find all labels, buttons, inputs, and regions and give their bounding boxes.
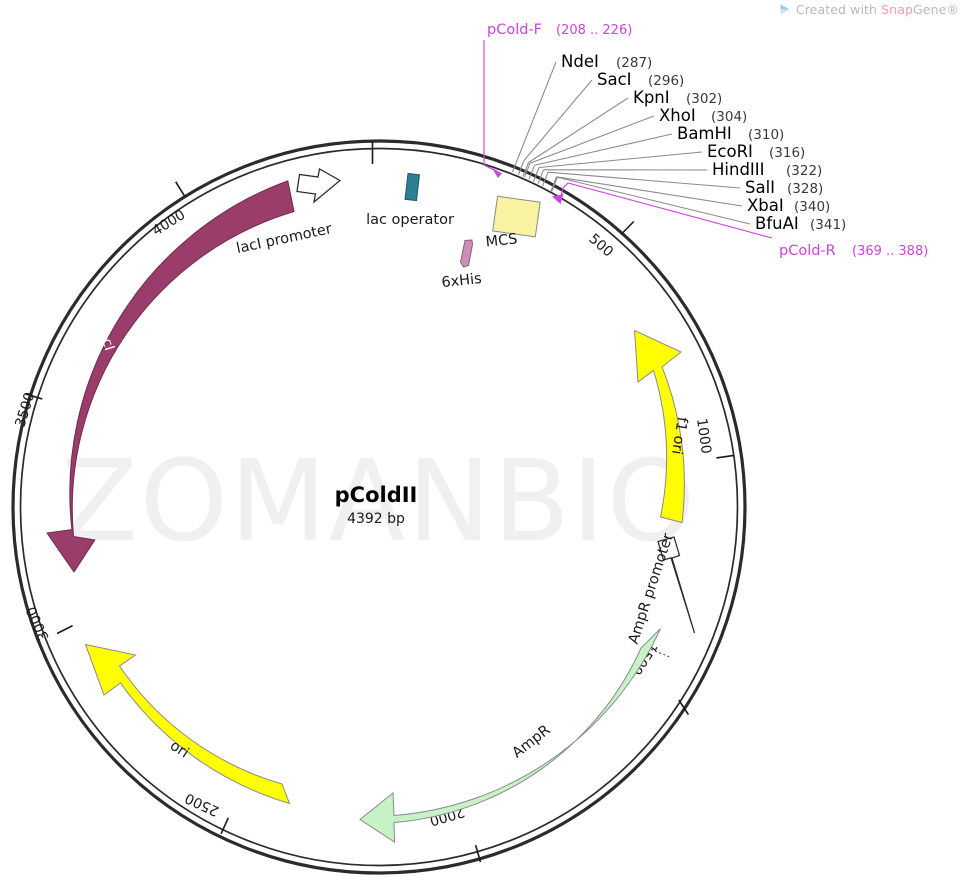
tick-label-3000: 3000 xyxy=(24,604,53,643)
tick-label-500: 500 xyxy=(585,231,616,261)
tick-label-4000: 4000 xyxy=(150,207,189,239)
feature-label-6xhis: 6xHis xyxy=(441,271,483,291)
feature-f1-ori-arrow xyxy=(633,329,685,524)
enzyme-name-XbaI: XbaI xyxy=(747,196,784,215)
snapgene-credit: Created with SnapGene® xyxy=(779,2,959,19)
primer-pcold-r-arrowhead xyxy=(552,194,564,204)
enzyme-label-BfuAI[interactable]: BfuAI (341) xyxy=(755,214,846,233)
feature-label-lac-operator: lac operator xyxy=(366,212,454,228)
feature-6xhis[interactable]: 6xHis xyxy=(441,239,483,291)
enzyme-name-EcoRI: EcoRI xyxy=(707,142,753,161)
enzyme-pos-XbaI: (340) xyxy=(794,199,830,215)
backbone-inner-circle xyxy=(19,147,739,867)
enzyme-pos-SacI: (296) xyxy=(648,73,684,89)
enzyme-pos-HindIII: (322) xyxy=(786,163,822,179)
tick-3500: 3500 xyxy=(13,390,43,429)
primer-range-pcold-r: (369 .. 388) xyxy=(852,244,928,259)
feature-ampR-signal-divider xyxy=(650,649,671,658)
feature-mcs[interactable]: MCS xyxy=(485,195,541,251)
enzyme-label-XbaI[interactable]: XbaI (340) xyxy=(747,196,830,215)
primer-range-pcold-f: (208 .. 226) xyxy=(556,23,632,38)
plasmid-size-label: 4392 bp xyxy=(347,511,405,527)
enzyme-label-KpnI[interactable]: KpnI (302) xyxy=(633,88,722,107)
feature-ampR-promoter-arrow xyxy=(657,536,696,634)
credit-prefix: Created with xyxy=(795,2,882,17)
feature-label-mcs: MCS xyxy=(485,231,518,250)
enzyme-label-NdeI[interactable]: NdeI (287) xyxy=(561,52,652,71)
enzyme-name-NdeI: NdeI xyxy=(561,52,599,71)
feature-lacI-promoter-arrow xyxy=(296,168,342,204)
restriction-site-ticks xyxy=(512,157,558,192)
tick-3000: 3000 xyxy=(24,604,73,643)
feature-lacI[interactable]: lacI xyxy=(46,180,295,573)
feature-label-lacI: lacI xyxy=(94,325,117,353)
primer-pcold-f[interactable]: pCold-F (208 .. 226) xyxy=(483,22,632,178)
feature-lac-operator[interactable]: lac operator xyxy=(366,172,454,228)
credit-brand-snap: Snap xyxy=(881,2,913,17)
tick-label-2500: 2500 xyxy=(183,789,222,819)
enzyme-pos-XhoI: (304) xyxy=(711,109,747,125)
tick-label-1000: 1000 xyxy=(693,417,714,455)
enzyme-name-XhoI: XhoI xyxy=(659,106,696,125)
enzyme-label-XhoI[interactable]: XhoI (304) xyxy=(659,106,747,125)
feature-f1-ori[interactable]: f1 ori xyxy=(633,329,690,524)
enzyme-name-SalI: SalI xyxy=(745,178,775,197)
feature-ori[interactable]: ori xyxy=(84,643,291,805)
feature-ampR[interactable]: AmpR xyxy=(359,628,671,843)
enzyme-label-BamHI[interactable]: BamHI (310) xyxy=(677,124,784,143)
tick-500: 500 xyxy=(585,220,635,261)
enzyme-pos-KpnI: (302) xyxy=(686,91,722,107)
enzyme-name-BfuAI: BfuAI xyxy=(755,214,799,233)
enzyme-pos-BamHI: (310) xyxy=(748,127,784,143)
primer-pcold-f-arrowhead xyxy=(492,168,502,178)
enzyme-pos-SalI: (328) xyxy=(787,181,823,197)
enzyme-label-SalI[interactable]: SalI (328) xyxy=(745,178,823,197)
primer-label-pcold-f: pCold-F xyxy=(487,22,542,38)
enzyme-label-EcoRI[interactable]: EcoRI (316) xyxy=(707,142,805,161)
page-title: pColdII xyxy=(335,483,418,507)
enzyme-name-SacI: SacI xyxy=(597,70,632,89)
snapgene-logo-icon xyxy=(779,3,792,19)
tick-1000: 1000 xyxy=(693,417,734,459)
feature-label-ampR: AmpR xyxy=(510,722,554,761)
enzyme-leader-lines xyxy=(517,61,751,225)
enzyme-name-HindIII: HindIII xyxy=(712,160,765,179)
tick-4000: 4000 xyxy=(150,181,189,239)
credit-brand-gene: Gene® xyxy=(913,2,959,17)
enzyme-name-KpnI: KpnI xyxy=(633,88,670,107)
enzyme-label-HindIII[interactable]: HindIII (322) xyxy=(712,160,822,179)
watermark-text: ZOMANBIO xyxy=(61,437,697,567)
primer-pcold-r[interactable]: pCold-R (369 .. 388) xyxy=(552,182,928,259)
feature-ori-arrow xyxy=(84,643,291,805)
feature-lac-operator-box xyxy=(404,172,420,202)
enzyme-pos-EcoRI: (316) xyxy=(769,145,805,161)
feature-label-f1-ori: f1 ori xyxy=(668,416,690,456)
enzyme-name-BamHI: BamHI xyxy=(677,124,732,143)
feature-lacI-arrow xyxy=(46,180,295,573)
primer-label-pcold-r: pCold-R xyxy=(779,243,836,259)
feature-mcs-box xyxy=(492,195,541,238)
enzyme-label-SacI[interactable]: SacI (296) xyxy=(597,70,684,89)
enzyme-pos-NdeI: (287) xyxy=(616,55,652,71)
feature-6xhis-arrow xyxy=(459,239,474,268)
feature-ampR-arrow xyxy=(359,628,661,843)
backbone-outer-circle xyxy=(11,139,747,875)
enzyme-pos-BfuAI: (341) xyxy=(810,217,846,233)
